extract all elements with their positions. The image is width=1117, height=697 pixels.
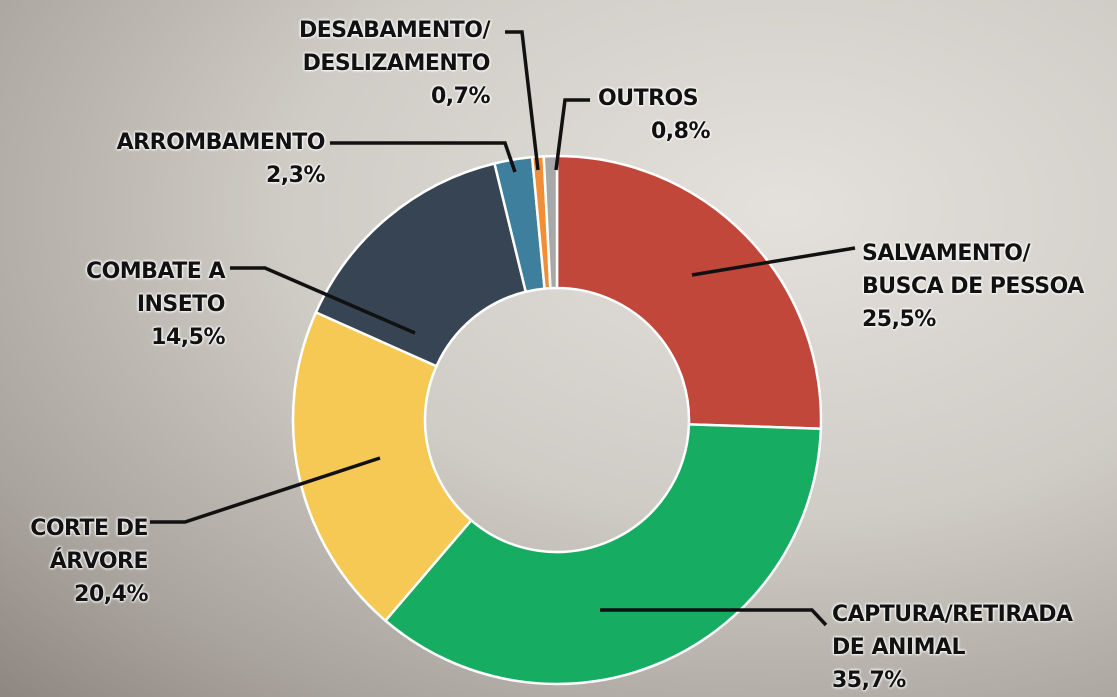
slice <box>314 161 528 368</box>
leader-line <box>554 98 590 171</box>
slice-label: SALVAMENTO/ BUSCA DE PESSOA 25,5% <box>862 237 1084 336</box>
category-name: OUTROS <box>598 86 699 111</box>
value-label: 14,5% <box>151 325 225 350</box>
slice-label: DESABAMENTO/ DESLIZAMENTO 0,7% <box>298 14 491 113</box>
leader-line <box>150 456 381 524</box>
value-label: 2,3% <box>265 163 326 188</box>
slice-label: COMBATE A INSETO 14,5% <box>85 255 226 354</box>
slice <box>291 310 473 623</box>
slice-label: ARROMBAMENTO 2,3% <box>116 126 326 192</box>
category-name: DESABAMENTO/ DESLIZAMENTO <box>298 18 491 76</box>
slice-label: CAPTURA/RETIRADA DE ANIMAL 35,7% <box>832 598 1073 697</box>
category-name: SALVAMENTO/ BUSCA DE PESSOA <box>862 241 1084 299</box>
category-name: ARROMBAMENTO <box>116 130 326 155</box>
category-name: CAPTURA/RETIRADA DE ANIMAL <box>832 602 1073 660</box>
slice-label: CORTE DE ÁRVORE 20,4% <box>30 512 148 611</box>
value-label: 35,7% <box>832 668 906 693</box>
value-label: 0,7% <box>430 84 491 109</box>
value-label: 0,8% <box>650 119 711 144</box>
leader-line <box>600 608 828 627</box>
leader-line <box>230 266 416 335</box>
value-label: 20,4% <box>74 582 148 607</box>
leader-line <box>330 141 517 173</box>
value-label: 25,5% <box>862 307 936 332</box>
category-name: CORTE DE ÁRVORE <box>30 516 148 574</box>
slice <box>555 154 823 431</box>
slice <box>542 154 559 290</box>
slice <box>383 423 823 686</box>
slice-label: OUTROS 0,8% <box>598 82 711 148</box>
leader-line <box>505 30 540 171</box>
category-name: COMBATE A INSETO <box>85 259 226 317</box>
leader-line <box>691 246 856 277</box>
